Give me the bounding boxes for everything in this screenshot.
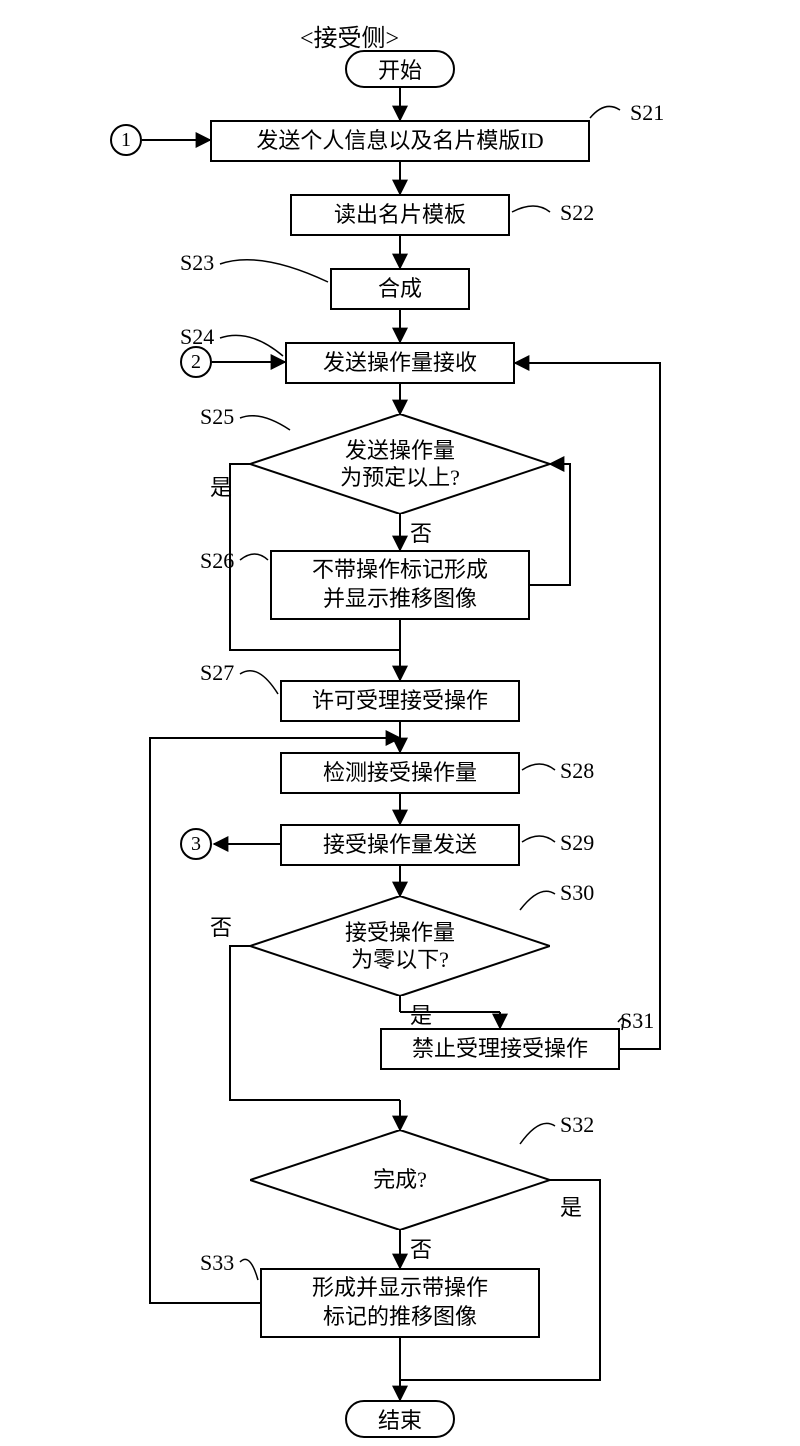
- s30-no: 否: [210, 910, 232, 942]
- s22-text: 读出名片模板: [334, 201, 466, 230]
- s25-no: 否: [410, 516, 432, 548]
- decision-s30: 接受操作量 为零以下?: [250, 896, 550, 996]
- s33-text: 形成并显示带操作 标记的推移图像: [312, 1274, 488, 1331]
- s28-text: 检测接受操作量: [323, 759, 477, 788]
- start-terminator: 开始: [345, 50, 455, 88]
- s32-no: 否: [410, 1232, 432, 1264]
- connector-2-text: 2: [191, 351, 201, 374]
- s21-text: 发送个人信息以及名片模版ID: [256, 127, 543, 156]
- process-s24: 发送操作量接收: [285, 342, 515, 384]
- process-s29: 接受操作量发送: [280, 824, 520, 866]
- s28-id: S28: [560, 758, 594, 784]
- s29-id: S29: [560, 830, 594, 856]
- connector-3: 3: [180, 828, 212, 860]
- s23-id: S23: [180, 250, 214, 276]
- s30-yes: 是: [410, 998, 432, 1030]
- process-s26: 不带操作标记形成 并显示推移图像: [270, 550, 530, 620]
- s30-id: S30: [560, 880, 594, 906]
- process-s33: 形成并显示带操作 标记的推移图像: [260, 1268, 540, 1338]
- process-s23: 合成: [330, 268, 470, 310]
- decision-s25: 发送操作量 为预定以上?: [250, 414, 550, 514]
- s24-text: 发送操作量接收: [323, 349, 477, 378]
- s25-yes: 是: [210, 470, 232, 502]
- connector-2: 2: [180, 346, 212, 378]
- end-label: 结束: [378, 1403, 422, 1435]
- s21-id: S21: [630, 100, 664, 126]
- diagram-title: <接受侧>: [300, 18, 399, 53]
- s26-id: S26: [200, 548, 234, 574]
- connector-1-text: 1: [121, 129, 131, 152]
- s22-id: S22: [560, 200, 594, 226]
- s32-yes: 是: [560, 1190, 582, 1222]
- s32-text: 完成?: [373, 1166, 427, 1194]
- process-s28: 检测接受操作量: [280, 752, 520, 794]
- s32-id: S32: [560, 1112, 594, 1138]
- s33-id: S33: [200, 1250, 234, 1276]
- flowchart-canvas: <接受侧> 开始 发送个人信息以及名片模版ID S21 1 读出名片模板 S22…: [0, 0, 800, 1446]
- process-s21: 发送个人信息以及名片模版ID: [210, 120, 590, 162]
- s26-text: 不带操作标记形成 并显示推移图像: [312, 556, 488, 613]
- process-s31: 禁止受理接受操作: [380, 1028, 620, 1070]
- s27-id: S27: [200, 660, 234, 686]
- s31-id: S31: [620, 1008, 654, 1034]
- s25-id: S25: [200, 404, 234, 430]
- s29-text: 接受操作量发送: [323, 831, 477, 860]
- process-s22: 读出名片模板: [290, 194, 510, 236]
- process-s27: 许可受理接受操作: [280, 680, 520, 722]
- s23-text: 合成: [378, 275, 422, 304]
- s25-text: 发送操作量 为预定以上?: [340, 437, 460, 492]
- start-label: 开始: [378, 53, 422, 85]
- s31-text: 禁止受理接受操作: [412, 1035, 588, 1064]
- s27-text: 许可受理接受操作: [312, 687, 488, 716]
- connector-1: 1: [110, 124, 142, 156]
- decision-s32: 完成?: [250, 1130, 550, 1230]
- end-terminator: 结束: [345, 1400, 455, 1438]
- s30-text: 接受操作量 为零以下?: [345, 919, 455, 974]
- connector-3-text: 3: [191, 833, 201, 856]
